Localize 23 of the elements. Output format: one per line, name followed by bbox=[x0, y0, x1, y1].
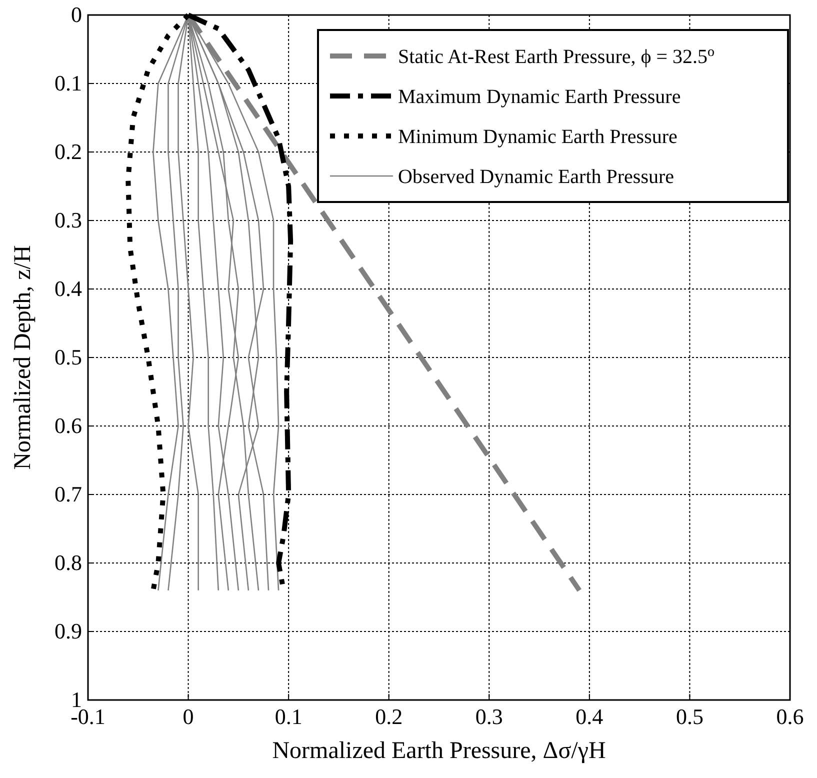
x-tick-label: 0.1 bbox=[274, 704, 302, 729]
x-tick-label: 0.4 bbox=[576, 704, 604, 729]
x-tick-label: 0.3 bbox=[475, 704, 503, 729]
x-axis-title: Normalized Earth Pressure, Δσ/γH bbox=[272, 738, 606, 764]
y-tick-label: 0.7 bbox=[54, 482, 82, 506]
y-tick-label: 0 bbox=[71, 2, 82, 27]
legend-label: Maximum Dynamic Earth Pressure bbox=[398, 86, 681, 108]
y-axis-title: Normalized Depth, z/H bbox=[10, 245, 36, 470]
y-tick-label: 0.6 bbox=[54, 413, 82, 438]
legend-label: Static At-Rest Earth Pressure, ϕ = 32.5$^{o}$ bbox=[398, 44, 715, 68]
x-tick-label: 0.6 bbox=[776, 704, 804, 729]
x-tick-label: 0.5 bbox=[676, 704, 704, 729]
y-tick-label: 0.1 bbox=[54, 70, 82, 96]
y-tick-label: 0.4 bbox=[54, 276, 82, 301]
legend-label: Minimum Dynamic Earth Pressure bbox=[398, 126, 678, 148]
y-tick-label: 0.9 bbox=[54, 618, 82, 644]
legend-label: Observed Dynamic Earth Pressure bbox=[398, 166, 674, 188]
x-tick-label: 0.2 bbox=[375, 704, 403, 729]
x-tick-label: 0 bbox=[182, 704, 194, 729]
y-tick-label: 0.8 bbox=[54, 550, 82, 575]
y-tick-label: 0.3 bbox=[54, 208, 82, 232]
y-tick-label: 0.5 bbox=[54, 344, 82, 370]
y-tick-label: 0.2 bbox=[54, 139, 82, 164]
